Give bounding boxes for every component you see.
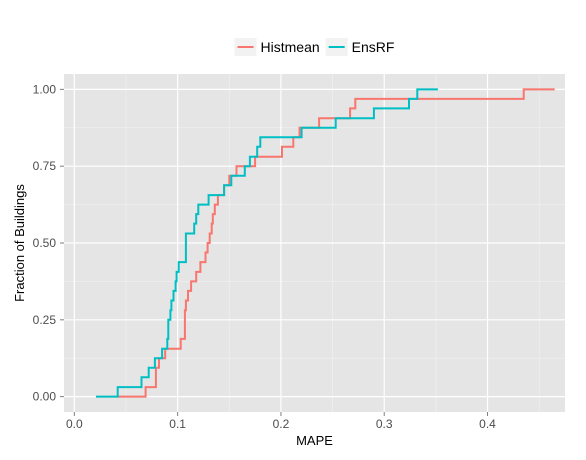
y-tick-label: 0.50 bbox=[33, 236, 57, 250]
x-axis: 0.0 0.1 0.2 0.3 0.4 bbox=[66, 412, 496, 431]
x-tick-label: 0.2 bbox=[273, 417, 290, 431]
y-tick-label: 0.25 bbox=[33, 313, 57, 327]
y-tick-label: 1.00 bbox=[33, 82, 57, 96]
x-tick-label: 0.4 bbox=[479, 417, 496, 431]
y-tick-label: 0.00 bbox=[33, 390, 57, 404]
y-axis: 0.00 0.25 0.50 0.75 1.00 bbox=[33, 82, 64, 403]
x-tick-label: 0.0 bbox=[66, 417, 83, 431]
y-tick-label: 0.75 bbox=[33, 159, 57, 173]
x-tick-label: 0.3 bbox=[376, 417, 393, 431]
x-axis-title: MAPE bbox=[296, 433, 333, 448]
legend-label-ensrf: EnsRF bbox=[352, 39, 395, 55]
y-axis-title: Fraction of Buildings bbox=[12, 184, 27, 302]
x-tick-label: 0.1 bbox=[169, 417, 186, 431]
legend-label-histmean: Histmean bbox=[261, 39, 320, 55]
legend: Histmean EnsRF bbox=[235, 38, 395, 56]
